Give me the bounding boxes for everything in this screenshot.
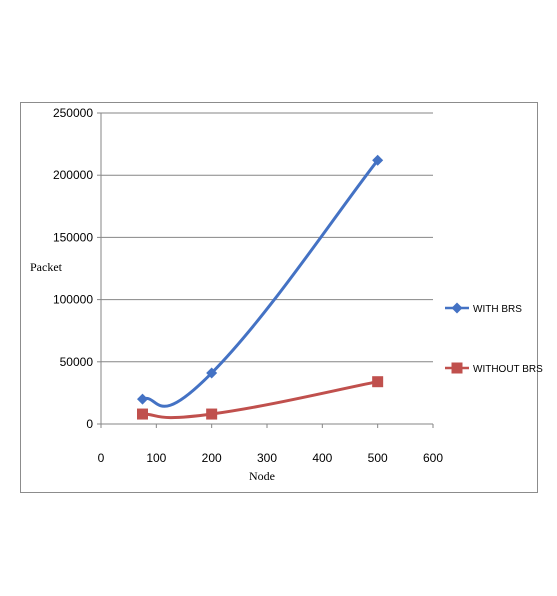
x-tick-label: 400 [312,451,332,465]
legend-marker [451,302,463,314]
y-tick-label: 100000 [53,293,93,307]
x-tick-label: 300 [257,451,277,465]
y-tick-label: 200000 [53,168,93,182]
data-point [372,376,384,388]
x-tick-label: 100 [146,451,166,465]
x-tick-labels: 0 100 200 300 400 500 600 [98,424,443,465]
x-tick-label: 0 [98,451,105,465]
legend-marker [451,362,463,374]
y-tick-labels: 0 50000 100000 150000 200000 250000 [53,106,101,431]
series-line [141,380,380,420]
data-point [137,393,148,405]
legend-item: WITH BRS [445,302,522,315]
data-point [372,154,384,166]
series-group [137,154,384,420]
x-tick-label: 500 [368,451,388,465]
chart-frame [20,102,538,493]
y-tick-label: 250000 [53,106,93,120]
series-with-brs [137,154,384,408]
series-line [141,158,380,408]
legend-label: WITH BRS [473,304,522,315]
y-tick-label: 0 [86,417,93,431]
y-tick-label: 50000 [60,355,94,369]
legend: WITH BRS WITHOUT BRS [445,302,543,375]
y-tick-label: 150000 [53,230,93,244]
x-tick-label: 600 [423,451,443,465]
gridlines [101,112,433,363]
data-point [206,408,218,420]
legend-label: WITHOUT BRS [473,364,543,375]
legend-item: WITHOUT BRS [445,362,543,375]
x-axis-title: Node [249,469,275,483]
series-without-brs [137,376,384,420]
x-tick-label: 200 [202,451,222,465]
data-point [206,367,218,379]
y-axis-title: Packet [30,260,63,274]
data-point [137,408,148,420]
